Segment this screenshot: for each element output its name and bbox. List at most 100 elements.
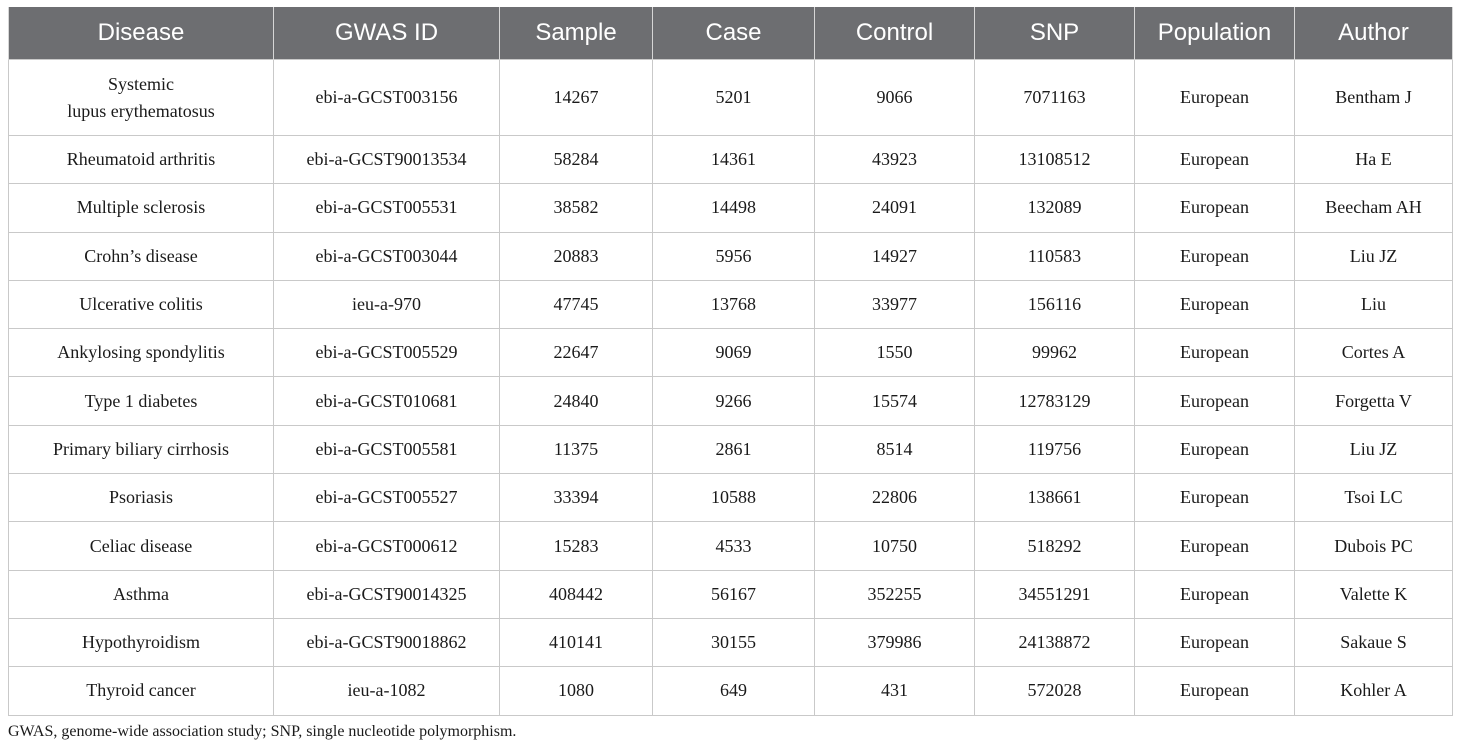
table-row: Systemic lupus erythematosus ebi-a-GCST003… — [8, 59, 1453, 136]
table-row: Ankylosing spondylitis ebi-a-GCST005529 22… — [8, 328, 1453, 378]
cell-sample: 24840 — [499, 376, 653, 426]
cell-case: 649 — [652, 666, 815, 716]
cell-population: European — [1134, 183, 1295, 233]
cell-gwas-id: ebi-a-GCST005527 — [273, 473, 500, 523]
table-row: Rheumatoid arthritis ebi-a-GCST90013534 58… — [8, 134, 1453, 185]
table-footnote: GWAS, genome-wide association study; SNP… — [8, 723, 517, 740]
cell-snp: 13108512 — [974, 134, 1135, 185]
cell-control: 8514 — [814, 424, 975, 475]
cell-population: European — [1134, 59, 1295, 136]
cell-snp: 12783129 — [974, 376, 1135, 426]
cell-sample: 15283 — [499, 521, 653, 571]
table-row: Thyroid cancer ieu-a-1082 1080 649 431 572028… — [8, 666, 1453, 716]
cell-author: Liu — [1294, 279, 1453, 330]
cell-disease: Primary biliary cirrhosis — [8, 424, 274, 475]
cell-disease: Ankylosing spondylitis — [8, 328, 274, 378]
cell-control: 22806 — [814, 473, 975, 523]
cell-control: 10750 — [814, 521, 975, 571]
cell-sample: 408442 — [499, 569, 653, 619]
header-row: Disease GWAS ID Sample Case Control SNP … — [8, 7, 1453, 60]
cell-disease: Thyroid cancer — [8, 666, 274, 716]
cell-case: 30155 — [652, 617, 815, 668]
table-row: Type 1 diabetes ebi-a-GCST010681 24840 9266… — [8, 376, 1453, 426]
cell-author: Valette K — [1294, 569, 1453, 619]
cell-gwas-id: ebi-a-GCST003044 — [273, 231, 500, 281]
cell-case: 5201 — [652, 59, 815, 136]
cell-control: 43923 — [814, 134, 975, 185]
cell-gwas-id: ebi-a-GCST000612 — [273, 521, 500, 571]
cell-control: 9066 — [814, 59, 975, 136]
cell-sample: 22647 — [499, 328, 653, 378]
cell-population: European — [1134, 328, 1295, 378]
cell-disease: Multiple sclerosis — [8, 183, 274, 233]
cell-disease: Celiac disease — [8, 521, 274, 571]
cell-case: 10588 — [652, 473, 815, 523]
cell-snp: 572028 — [974, 666, 1135, 716]
cell-gwas-id: ieu-a-1082 — [273, 666, 500, 716]
table-row: Hypothyroidism ebi-a-GCST90018862 410141 30… — [8, 617, 1453, 668]
cell-sample: 38582 — [499, 183, 653, 233]
cell-case: 9266 — [652, 376, 815, 426]
header-case: Case — [652, 7, 815, 60]
cell-snp: 119756 — [974, 424, 1135, 475]
table-header: Disease GWAS ID Sample Case Control SNP … — [8, 7, 1453, 60]
cell-sample: 410141 — [499, 617, 653, 668]
cell-author: Cortes A — [1294, 328, 1453, 378]
table-row: Ulcerative colitis ieu-a-970 47745 13768 339… — [8, 279, 1453, 330]
header-author: Author — [1294, 7, 1453, 60]
cell-snp: 132089 — [974, 183, 1135, 233]
cell-disease: Hypothyroidism — [8, 617, 274, 668]
cell-sample: 1080 — [499, 666, 653, 716]
cell-control: 379986 — [814, 617, 975, 668]
cell-population: European — [1134, 569, 1295, 619]
cell-gwas-id: ebi-a-GCST005529 — [273, 328, 500, 378]
cell-control: 1550 — [814, 328, 975, 378]
cell-author: Forgetta V — [1294, 376, 1453, 426]
cell-gwas-id: ebi-a-GCST90013534 — [273, 134, 500, 185]
cell-disease: Asthma — [8, 569, 274, 619]
gwas-table: Disease GWAS ID Sample Case Control SNP … — [8, 7, 1453, 716]
cell-case: 56167 — [652, 569, 815, 619]
cell-control: 431 — [814, 666, 975, 716]
cell-case: 4533 — [652, 521, 815, 571]
cell-sample: 11375 — [499, 424, 653, 475]
cell-author: Ha E — [1294, 134, 1453, 185]
cell-sample: 20883 — [499, 231, 653, 281]
cell-snp: 518292 — [974, 521, 1135, 571]
cell-gwas-id: ebi-a-GCST90018862 — [273, 617, 500, 668]
header-sample: Sample — [499, 7, 653, 60]
cell-disease: Rheumatoid arthritis — [8, 134, 274, 185]
cell-case: 2861 — [652, 424, 815, 475]
header-population: Population — [1134, 7, 1295, 60]
header-snp: SNP — [974, 7, 1135, 60]
cell-gwas-id: ieu-a-970 — [273, 279, 500, 330]
cell-population: European — [1134, 231, 1295, 281]
cell-author: Sakaue S — [1294, 617, 1453, 668]
cell-population: European — [1134, 279, 1295, 330]
cell-snp: 24138872 — [974, 617, 1135, 668]
table-row: Primary biliary cirrhosis ebi-a-GCST00558… — [8, 424, 1453, 475]
cell-snp: 110583 — [974, 231, 1135, 281]
cell-disease: Systemic lupus erythematosus — [8, 59, 274, 136]
cell-population: European — [1134, 473, 1295, 523]
cell-author: Dubois PC — [1294, 521, 1453, 571]
cell-gwas-id: ebi-a-GCST003156 — [273, 59, 500, 136]
table-body: Systemic lupus erythematosus ebi-a-GCST003… — [8, 59, 1453, 716]
table-row: Asthma ebi-a-GCST90014325 408442 56167 35225… — [8, 569, 1453, 619]
gwas-table-container: Disease GWAS ID Sample Case Control SNP … — [8, 7, 1453, 716]
cell-case: 9069 — [652, 328, 815, 378]
cell-disease: Psoriasis — [8, 473, 274, 523]
cell-author: Tsoi LC — [1294, 473, 1453, 523]
cell-gwas-id: ebi-a-GCST005531 — [273, 183, 500, 233]
cell-population: European — [1134, 376, 1295, 426]
cell-snp: 34551291 — [974, 569, 1135, 619]
header-gwas-id: GWAS ID — [273, 7, 500, 60]
cell-population: European — [1134, 617, 1295, 668]
cell-control: 33977 — [814, 279, 975, 330]
cell-population: European — [1134, 134, 1295, 185]
header-disease: Disease — [8, 7, 274, 60]
cell-author: Beecham AH — [1294, 183, 1453, 233]
cell-author: Liu JZ — [1294, 424, 1453, 475]
cell-control: 14927 — [814, 231, 975, 281]
cell-control: 24091 — [814, 183, 975, 233]
